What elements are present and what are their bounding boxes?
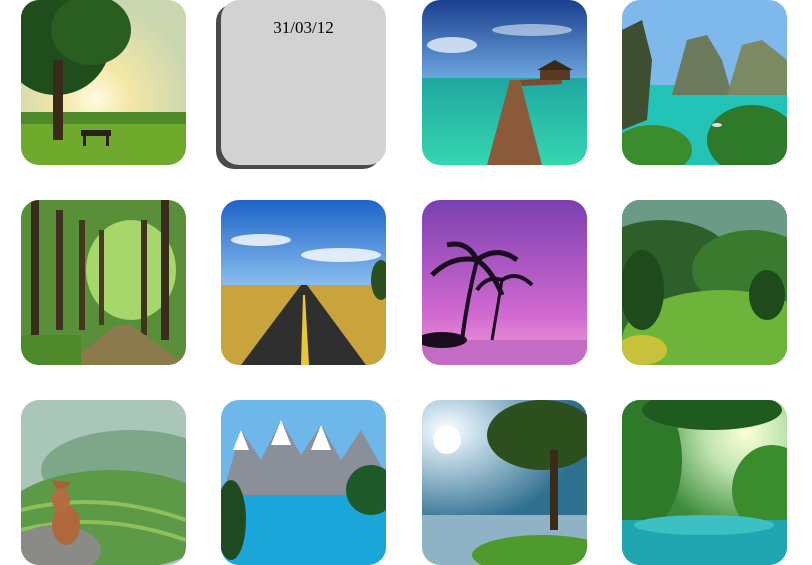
- green-hills-image: [622, 200, 787, 365]
- lake-tree-sun-image: [422, 400, 587, 565]
- wallpaper-tile-palm-purple-sunset[interactable]: [422, 200, 587, 365]
- rice-terraces-dog-image: [21, 400, 186, 565]
- wallpaper-tile-overwater-boardwalk[interactable]: [422, 0, 587, 165]
- overwater-boardwalk-image: [422, 0, 587, 165]
- wallpaper-tile-lake-tree-sun[interactable]: [422, 400, 587, 565]
- date-tile: 31/03/12: [221, 0, 386, 165]
- forest-path-image: [21, 200, 186, 365]
- wallpaper-tile-rice-terraces-dog[interactable]: [21, 400, 186, 565]
- wallpaper-tile-park-tree-sunset[interactable]: [21, 0, 186, 165]
- jungle-river-image: [622, 400, 787, 565]
- park-tree-sunset-image: [21, 0, 186, 165]
- tropical-cliff-beach-image: [622, 0, 787, 165]
- wallpaper-tile-jungle-river[interactable]: [622, 400, 787, 565]
- wallpaper-tile-forest-path[interactable]: [21, 200, 186, 365]
- date-label: 31/03/12: [273, 18, 334, 37]
- wallpaper-tile-desert-highway[interactable]: [221, 200, 386, 365]
- wallpaper-tile-tropical-cliff-beach[interactable]: [622, 0, 787, 165]
- desert-highway-image: [221, 200, 386, 365]
- mountain-lake-image: [221, 400, 386, 565]
- wallpaper-tile-green-hills[interactable]: [622, 200, 787, 365]
- palm-purple-sunset-image: [422, 200, 587, 365]
- wallpaper-tile-mountain-lake[interactable]: [221, 400, 386, 565]
